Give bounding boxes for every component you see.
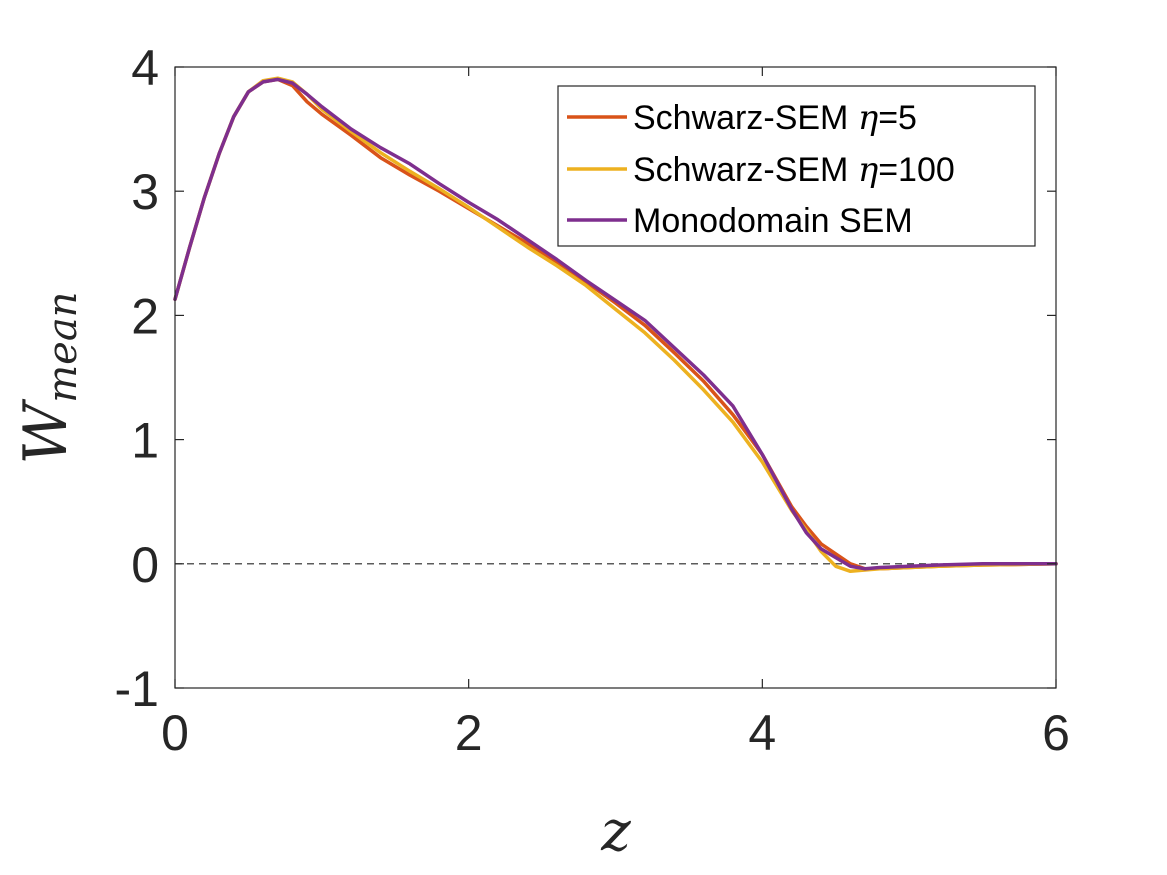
- y-axis-label-main: W: [11, 398, 81, 464]
- series-layer: [173, 76, 1058, 574]
- y-tick-label: 3: [131, 164, 159, 220]
- legend-label-monodomain: Monodomain SEM: [633, 202, 913, 240]
- legend: Schwarz-SEM η=5 Schwarz-SEM η=100 Monodo…: [557, 85, 1036, 247]
- y-tick-labels: -1 0 1 2 3 4: [115, 40, 159, 717]
- x-tick-label: 0: [161, 705, 189, 761]
- x-axis-label: z: [600, 799, 631, 864]
- legend-label-symbol: η: [858, 150, 879, 190]
- series-line-2: [173, 77, 1058, 571]
- legend-label-symbol: η: [858, 98, 879, 138]
- y-axis-label: Wmean: [11, 292, 86, 465]
- x-tick-label: 4: [748, 705, 776, 761]
- y-axis-label-subscript: mean: [40, 292, 86, 403]
- y-tick-label: 0: [131, 537, 159, 593]
- legend-box: [557, 85, 1036, 247]
- y-tick-label: 4: [131, 40, 159, 96]
- y-tick-label: -1: [115, 661, 159, 717]
- tick-layer: [174, 66, 1057, 689]
- legend-label-schwarz-eta5: Schwarz-SEM η=5: [633, 98, 917, 138]
- legend-label-suffix: =5: [878, 99, 917, 137]
- legend-label-prefix: Schwarz-SEM: [633, 99, 858, 137]
- y-tick-label: 2: [131, 288, 159, 344]
- legend-label-suffix: =100: [878, 151, 955, 189]
- legend-label-schwarz-eta100: Schwarz-SEM η=100: [633, 150, 955, 190]
- x-tick-label: 2: [455, 705, 483, 761]
- x-tick-labels: 0 2 4 6: [161, 705, 1070, 761]
- plot-area-frame: [174, 66, 1057, 689]
- y-tick-label: 1: [131, 413, 159, 469]
- legend-label-prefix: Schwarz-SEM: [633, 151, 858, 189]
- x-tick-label: 6: [1042, 705, 1070, 761]
